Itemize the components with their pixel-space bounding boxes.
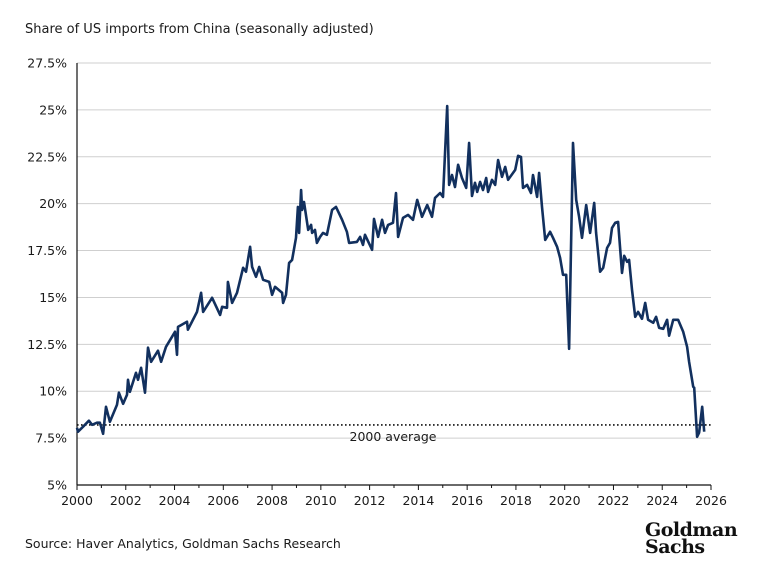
y-tick-label: 17.5% (27, 243, 67, 258)
y-tick-label: 20% (39, 196, 67, 211)
y-tick-label: 22.5% (27, 149, 67, 164)
x-tick-label: 2014 (402, 493, 434, 508)
logo-line-2: Sachs (645, 536, 705, 558)
x-tick-label: 2002 (110, 493, 142, 508)
x-tick-label: 2008 (256, 493, 288, 508)
x-tick-label: 2018 (500, 493, 532, 508)
y-tick-label: 10% (39, 384, 67, 399)
x-tick-label: 2006 (207, 493, 239, 508)
series-line (75, 104, 706, 439)
source-note: Source: Haver Analytics, Goldman Sachs R… (25, 536, 341, 551)
goldman-sachs-logo: Goldman Sachs (645, 519, 738, 558)
x-tick-label: 2020 (549, 493, 581, 508)
x-tick-label: 2022 (598, 493, 630, 508)
y-tick-label: 15% (39, 290, 67, 305)
x-tick-label: 2010 (305, 493, 337, 508)
logo-line-1: Goldman (645, 519, 738, 541)
chart-title: Share of US imports from China (seasonal… (25, 22, 374, 37)
x-tick-label: 2012 (354, 493, 386, 508)
x-tick-label: 2016 (451, 493, 483, 508)
y-tick-label: 5% (47, 478, 67, 493)
y-tick-label: 25% (39, 102, 67, 117)
x-tick-label: 2004 (159, 493, 191, 508)
x-tick-label: 2024 (646, 493, 678, 508)
x-tick-label: 2000 (61, 493, 93, 508)
y-tick-label: 12.5% (27, 337, 67, 352)
y-tick-label: 7.5% (35, 431, 67, 446)
y-tick-label: 27.5% (27, 56, 67, 71)
x-tick-label: 2026 (695, 493, 727, 508)
reference-line-label: 2000 average (350, 429, 437, 444)
